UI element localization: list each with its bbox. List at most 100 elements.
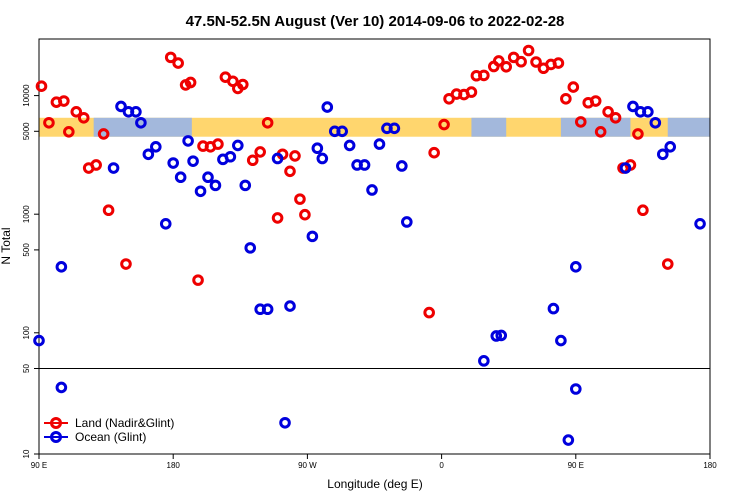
y-axis-label: N Total (0, 227, 13, 264)
land-point-29 (284, 165, 296, 178)
ocean-point-24 (261, 303, 274, 316)
ocean-point-15 (194, 185, 207, 198)
land-point-13 (172, 57, 184, 69)
ocean-point-6 (130, 105, 142, 118)
land-point-52 (560, 92, 572, 105)
land-point-63 (637, 204, 649, 217)
land-point-9 (97, 128, 110, 140)
land-point-26 (261, 116, 274, 129)
x-tick-label-2: 90 W (298, 461, 317, 470)
land-point-23 (236, 78, 249, 91)
ocean-point-40 (388, 122, 401, 135)
legend-land-marker (50, 417, 62, 429)
y-axis: 10 50 100 500 1000 5000 10000 (22, 84, 39, 458)
ocean-point-28 (306, 230, 319, 243)
land-point-43 (492, 55, 505, 67)
land-point-47 (522, 44, 535, 57)
y-tick-label-1000: 1000 (22, 205, 31, 223)
land-point-33 (423, 306, 435, 319)
ocean-point-7 (135, 116, 147, 129)
land-point-41 (478, 69, 490, 82)
ocean-point-50 (570, 261, 582, 273)
ocean-point-27 (284, 300, 296, 312)
land-point-31 (294, 193, 306, 205)
legend-land-label: Land (Nadir&Glint) (75, 416, 174, 430)
land-point-51 (552, 57, 565, 69)
land-point-56 (589, 95, 602, 107)
ocean-point-38 (373, 138, 386, 150)
y-tick-label-10000: 10000 (22, 84, 31, 107)
x-axis: 90 E 180 90 W 0 90 E 180 (31, 454, 717, 470)
ocean-point-31 (321, 101, 334, 113)
ocean-point-17 (209, 179, 222, 192)
ocean-point-14 (187, 155, 199, 167)
x-tick-label-3: 0 (439, 461, 444, 470)
band-ocean-1 (471, 117, 507, 137)
ocean-point-37 (366, 184, 378, 196)
x-tick-label-1: 180 (167, 461, 181, 470)
land-point-57 (594, 126, 607, 138)
ocean-point-0 (33, 334, 45, 347)
ocean-point-34 (343, 139, 356, 152)
ocean-point-33 (336, 125, 348, 138)
land-point-6 (77, 111, 90, 124)
ocean-point-36 (358, 159, 371, 171)
land-point-10 (102, 204, 115, 217)
legend-ocean-label: Ocean (Glint) (75, 430, 146, 444)
ocean-point-55 (649, 116, 662, 129)
land-point-24 (246, 154, 259, 167)
band-land (39, 117, 710, 137)
land-point-4 (63, 126, 75, 138)
ocean-point-25 (271, 152, 284, 165)
x-tick-label-5: 180 (703, 461, 717, 470)
ocean-point-21 (239, 179, 252, 192)
land-point-12 (164, 51, 177, 64)
ocean-point-49 (570, 383, 582, 395)
ocean-point-51 (619, 162, 632, 174)
land-ocean-band (39, 117, 710, 137)
ocean-point-2 (55, 261, 68, 273)
land-point-8 (90, 159, 102, 171)
x-tick-label-4: 90 E (568, 461, 584, 470)
x-axis-label: Longitude (deg E) (327, 477, 422, 491)
chart-title: 47.5N-52.5N August (Ver 10) 2014-09-06 t… (186, 13, 565, 30)
ocean-point-52 (627, 100, 639, 113)
ocean-point-3 (107, 162, 120, 174)
ocean-point-1 (55, 381, 68, 394)
ocean-point-44 (490, 330, 503, 342)
band-ocean-3 (667, 117, 710, 137)
ocean-point-26 (279, 416, 291, 429)
ocean-point-56 (656, 148, 669, 161)
ocean-point-13 (182, 135, 194, 147)
y-tick-label-10: 10 (22, 449, 31, 458)
land-point-44 (500, 60, 513, 73)
ocean-point-46 (547, 302, 560, 315)
ocean-point-54 (642, 105, 654, 118)
land-point-59 (609, 111, 622, 124)
land-point-11 (120, 258, 132, 270)
land-point-64 (661, 258, 674, 270)
data-points (33, 44, 706, 446)
land-point-19 (212, 138, 224, 150)
ocean-point-57 (664, 141, 677, 153)
y-tick-label-500: 500 (22, 243, 31, 257)
ocean-point-16 (202, 171, 214, 184)
x-tick-label-0: 90 E (31, 461, 47, 470)
ocean-point-22 (244, 242, 257, 254)
plot-frame (38, 38, 711, 455)
land-point-34 (428, 146, 440, 159)
land-point-53 (567, 81, 580, 93)
land-point-54 (574, 116, 587, 128)
land-point-48 (530, 56, 542, 68)
ocean-point-58 (694, 217, 706, 230)
ocean-point-43 (478, 355, 490, 367)
ocean-point-9 (150, 141, 162, 153)
legend: Land (Nadir&Glint) Ocean (Glint) (44, 416, 174, 444)
ocean-point-8 (142, 148, 155, 161)
y-tick-label-5000: 5000 (22, 122, 31, 140)
land-point-5 (70, 105, 83, 118)
ocean-point-41 (396, 160, 408, 172)
land-point-16 (192, 274, 204, 286)
ocean-point-10 (159, 217, 172, 230)
